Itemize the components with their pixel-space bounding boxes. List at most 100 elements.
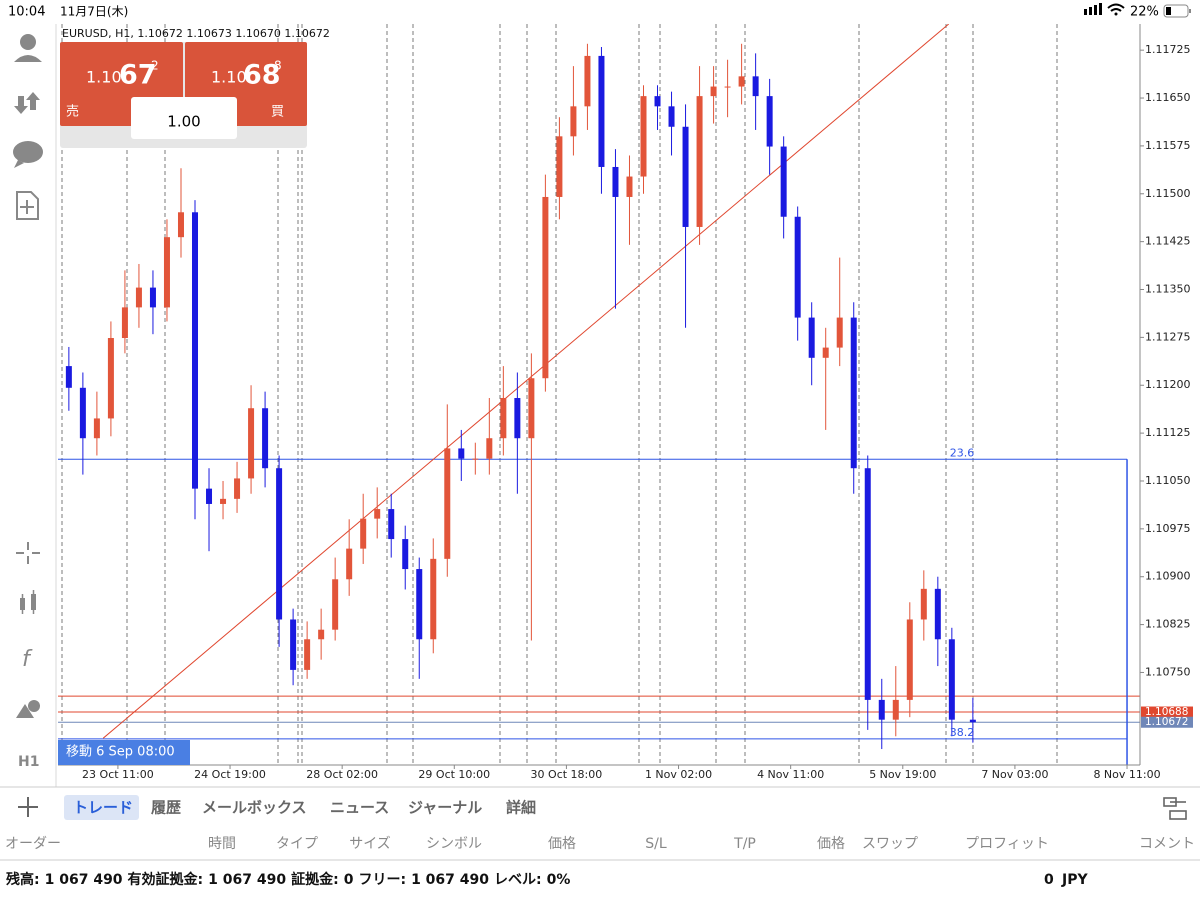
candle-body [822, 347, 829, 358]
candle-body [135, 287, 142, 308]
candle-body [192, 212, 199, 489]
y-tick-label: 1.11125 [1145, 426, 1191, 439]
candle-body [920, 588, 927, 620]
candle-body [318, 629, 325, 640]
candle-body [682, 126, 689, 227]
order-panel: 1.10 67 2 1.10 68 8 売 買 1.00 [60, 42, 307, 148]
candle-body [220, 498, 227, 504]
sell-price-prefix: 1.10 [86, 68, 122, 87]
add-button[interactable] [18, 797, 38, 817]
sell-price-big: 67 [119, 60, 157, 91]
table-header: オーダー 時間 タイプ サイズ シンボル 価格 S/L T/P 価格 スワップ プロフィット コメント [5, 836, 1195, 852]
candle-body [640, 96, 647, 177]
y-tick-label: 1.10900 [1145, 570, 1191, 583]
tab[interactable]: メールボックス [202, 799, 307, 817]
candle-body [892, 699, 899, 720]
column-header: 価格 [817, 836, 845, 852]
svg-text:f: f [22, 647, 33, 672]
layout-button[interactable] [1163, 797, 1187, 820]
candle-body [444, 448, 451, 559]
candle-body [472, 458, 479, 460]
candle-body [808, 317, 815, 358]
x-tick-label: 29 Oct 10:00 [418, 768, 490, 781]
x-tick-label: 8 Nov 11:00 [1093, 768, 1160, 781]
profit: 0 [1044, 872, 1054, 888]
column-header: サイズ [349, 836, 391, 852]
candle-body [696, 96, 703, 227]
tab[interactable]: トレード [73, 799, 133, 817]
candle-body [850, 317, 857, 469]
candle-body [556, 136, 563, 197]
tab-selected-bg [64, 795, 139, 820]
y-tick-label: 1.11200 [1145, 378, 1191, 391]
candle-body [528, 378, 535, 439]
candle-body [262, 408, 269, 469]
candle-body [163, 237, 170, 308]
candle-body [780, 146, 787, 217]
candle-body [177, 212, 184, 238]
tab[interactable]: 詳細 [506, 799, 536, 817]
account-value: 1 067 490 [411, 872, 489, 888]
candle-body [65, 366, 72, 388]
candle-body [290, 619, 297, 670]
column-header: シンボル [426, 836, 482, 852]
fib-label: 23.6 [950, 446, 975, 459]
candle-body [836, 317, 843, 348]
tab[interactable]: ジャーナル [408, 799, 482, 817]
candle-body [948, 639, 955, 720]
status-time: 10:04 [8, 5, 45, 20]
candle-body [346, 548, 353, 580]
candle-body [93, 418, 100, 439]
y-tick-label: 1.11725 [1145, 43, 1191, 56]
ask-tag [1141, 706, 1193, 718]
column-header: オーダー [5, 836, 61, 852]
y-tick-label: 1.11650 [1145, 91, 1191, 104]
x-tick-label: 30 Oct 18:00 [531, 768, 603, 781]
candle-body [486, 438, 493, 459]
candle-body [969, 719, 976, 723]
account-value: 0% [547, 872, 571, 888]
candle-body [79, 387, 86, 439]
y-tick-label: 1.10825 [1145, 618, 1191, 631]
x-tick-label: 7 Nov 03:00 [981, 768, 1048, 781]
account-value: 1 067 490 [208, 872, 286, 888]
candle-body [500, 398, 507, 439]
x-tick-label: 1 Nov 02:00 [645, 768, 712, 781]
column-header: S/L [645, 836, 667, 852]
column-header: スワップ [862, 836, 918, 852]
candle-body [248, 408, 255, 479]
y-tick-label: 1.11275 [1145, 330, 1191, 343]
sidebar-icons[interactable]: f [13, 34, 43, 718]
sell-label: 売 [66, 104, 79, 120]
candle-body [668, 106, 675, 127]
bid-tag [1141, 716, 1193, 728]
candle-body [598, 55, 605, 167]
candle-body [570, 106, 577, 137]
timeframe-button[interactable]: H1 [18, 754, 39, 770]
candle-body [276, 468, 283, 620]
battery-percent: 22% [1130, 5, 1159, 20]
x-tick-label: 28 Oct 02:00 [306, 768, 378, 781]
column-header: T/P [733, 836, 756, 852]
status-date: 11月7日(木) [60, 5, 128, 19]
candle-body [107, 338, 114, 419]
candle-body [332, 579, 339, 630]
candle-body [752, 76, 759, 97]
tab[interactable]: ニュース [330, 799, 389, 817]
chart-title: EURUSD, H1, 1.10672 1.10673 1.10670 1.10… [62, 27, 330, 40]
x-tick-label: 23 Oct 11:00 [82, 768, 154, 781]
buy-label: 買 [271, 105, 284, 120]
sell-price-small: 2 [151, 59, 159, 73]
account-label: 残高: [6, 871, 40, 888]
price-chart[interactable]: EURUSD, H1, 1.10672 1.10673 1.10670 1.10… [58, 24, 1193, 781]
y-tick-label: 1.10750 [1145, 665, 1191, 678]
plot-area [58, 24, 1140, 765]
candle-body [864, 468, 871, 700]
candle-body [149, 287, 156, 308]
tab[interactable]: 履歴 [150, 799, 181, 817]
candle-body [584, 55, 591, 107]
volume-box[interactable] [131, 97, 237, 139]
column-header: プロフィット [965, 836, 1049, 852]
candle-body [416, 569, 423, 640]
account-label: レベル: [494, 872, 542, 888]
